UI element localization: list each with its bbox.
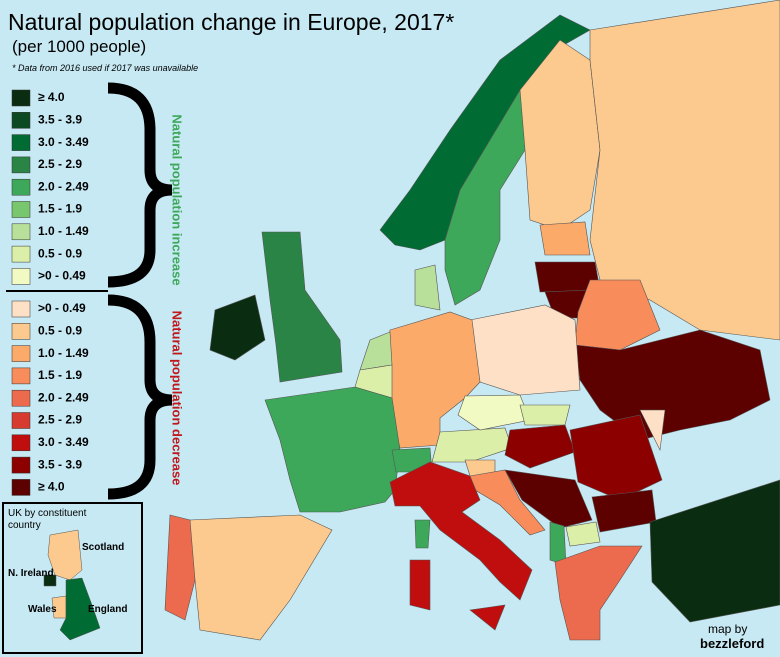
legend-label: 2.0 - 2.49	[38, 390, 89, 404]
legend-swatch	[11, 367, 31, 385]
legend-label: 2.5 - 2.9	[38, 413, 82, 427]
estonia	[539, 221, 591, 256]
legend-label: 3.5 - 3.9	[38, 112, 82, 126]
legend-swatch	[11, 323, 31, 340]
legend-label: 1.5 - 1.9	[38, 368, 82, 382]
inset-label: Wales	[28, 604, 57, 615]
inset-title: UK by constituent country	[8, 508, 87, 531]
legend-swatch	[11, 223, 31, 241]
legend-label: ≥ 4.0	[38, 480, 65, 494]
legend-swatch	[11, 456, 31, 474]
legend-label: ≥ 4.0	[38, 90, 65, 104]
france	[264, 386, 401, 513]
albania	[549, 521, 567, 566]
ireland	[209, 294, 266, 361]
brace	[107, 82, 173, 288]
legend-group-label: Natural population decrease	[170, 311, 185, 486]
legend-label: 0.5 - 0.9	[38, 246, 82, 260]
united-kingdom	[261, 231, 343, 383]
legend-group-label: Natural population increase	[170, 114, 185, 285]
inset: UK by constituent country Scotland N. Ire…	[2, 502, 143, 654]
poland	[469, 304, 581, 396]
legend-swatch	[11, 245, 31, 263]
hungary	[504, 424, 576, 469]
sicily	[469, 604, 506, 631]
romania	[569, 414, 663, 501]
turkey	[649, 479, 780, 623]
legend-label: 3.0 - 3.49	[38, 435, 89, 449]
legend-label: 3.0 - 3.49	[38, 135, 89, 149]
countries	[164, 0, 780, 641]
legend-swatch	[11, 479, 31, 496]
credit-prefix: map by	[708, 622, 747, 636]
legend: ≥ 4.0 3.5 - 3.9 3.0 - 3.49 2.5 - 2.9 2.0 - 2…	[6, 82, 185, 500]
slovakia	[519, 404, 571, 426]
northern-ireland	[43, 574, 57, 587]
legend-swatch	[11, 134, 31, 151]
legend-label: 2.0 - 2.49	[38, 179, 89, 193]
legend-label: 1.0 - 1.49	[38, 224, 89, 238]
sweden	[444, 89, 541, 306]
legend-swatch	[11, 345, 31, 362]
legend-swatch	[11, 300, 31, 318]
ukraine	[574, 329, 771, 441]
title-backdrop	[0, 0, 460, 78]
legend-swatch	[11, 434, 31, 452]
legend-label: >0 - 0.49	[38, 269, 86, 283]
legend-swatch	[11, 389, 31, 407]
moldova	[639, 409, 666, 452]
legend-label: 1.5 - 1.9	[38, 202, 82, 216]
inset-label: England	[88, 604, 127, 615]
legend-label: >0 - 0.49	[38, 301, 86, 315]
credit-author: bezzleford	[700, 636, 764, 651]
finland	[519, 39, 601, 231]
footnote: * Data from 2016 used if 2017 was unavai…	[12, 63, 198, 73]
greece	[554, 545, 643, 641]
legend-label: 0.5 - 0.9	[38, 323, 82, 337]
italy	[389, 461, 533, 601]
legend-swatch	[11, 89, 31, 107]
macedonia	[565, 521, 601, 547]
brace	[107, 294, 173, 500]
legend-swatch	[11, 268, 31, 285]
corsica	[414, 519, 431, 549]
legend-label: 3.5 - 3.9	[38, 457, 82, 471]
legend-swatch	[11, 112, 31, 129]
legend-label: 2.5 - 2.9	[38, 157, 82, 171]
austria	[431, 427, 513, 463]
legend-swatch	[11, 156, 31, 174]
england	[59, 577, 101, 641]
legend-label: 1.0 - 1.49	[38, 346, 89, 360]
sardinia	[409, 559, 431, 611]
inset-label: N. Ireland	[8, 568, 54, 579]
portugal	[164, 514, 196, 621]
czechia	[457, 394, 531, 431]
title: Natural population change in Europe, 201…	[8, 9, 454, 35]
denmark	[414, 264, 441, 311]
legend-swatch	[11, 178, 31, 196]
legend-swatch	[11, 412, 31, 429]
serbia-bosnia	[504, 469, 593, 529]
subtitle: (per 1000 people)	[12, 37, 146, 56]
legend-swatch	[11, 201, 31, 218]
inset-label: Scotland	[82, 542, 124, 553]
